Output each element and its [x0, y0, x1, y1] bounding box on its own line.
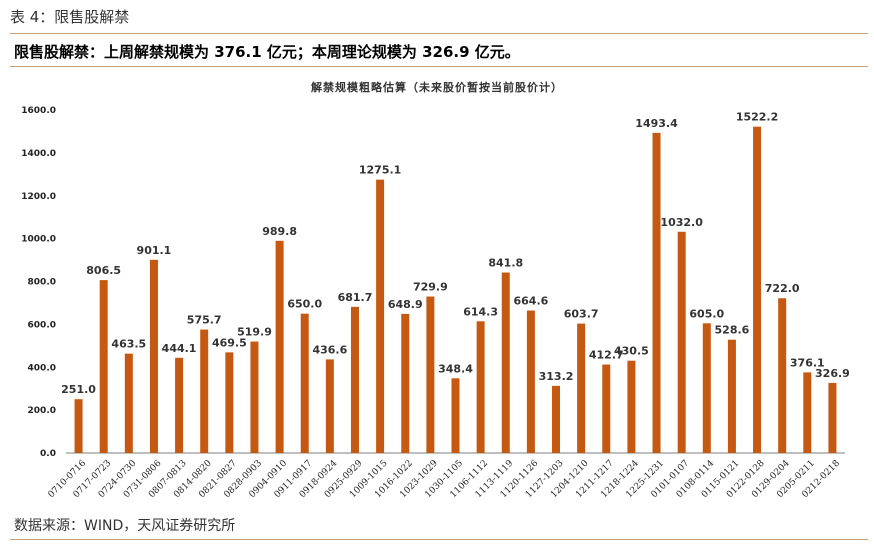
bar	[175, 357, 184, 453]
data-label: 444.1	[162, 342, 197, 355]
top-rule	[10, 33, 868, 34]
bar	[828, 382, 837, 453]
bar	[451, 378, 460, 453]
data-label: 251.0	[61, 383, 96, 396]
mid-rule	[10, 66, 868, 67]
data-label: 412.7	[589, 349, 624, 362]
y-tick-label: 1200.0	[21, 192, 56, 202]
bar	[627, 360, 636, 453]
bar	[401, 313, 410, 453]
data-label: 901.1	[137, 244, 172, 257]
bottom-rule	[10, 539, 868, 540]
data-label: 313.2	[539, 370, 574, 383]
bar	[526, 310, 535, 453]
bar	[476, 321, 485, 453]
table-caption: 表 4：限售股解禁	[10, 8, 130, 26]
bar	[577, 323, 586, 453]
bar	[350, 306, 359, 453]
bar	[200, 329, 209, 453]
data-label: 806.5	[86, 264, 121, 277]
bar	[727, 339, 736, 453]
data-label: 1522.2	[736, 111, 778, 124]
bar	[552, 385, 561, 453]
data-label: 1493.4	[635, 117, 678, 130]
data-label: 722.0	[765, 282, 800, 295]
bar	[702, 323, 711, 453]
data-label: 430.5	[614, 345, 649, 358]
data-label: 841.8	[488, 257, 523, 270]
bar	[376, 179, 385, 453]
data-label: 664.6	[513, 295, 548, 308]
bar	[426, 296, 435, 453]
data-label: 605.0	[689, 307, 724, 320]
y-axis-ticks: 0.0 200.0 400.0 600.0 800.0 1000.0 1200.0 1400.…	[21, 106, 56, 459]
data-label: 326.9	[815, 367, 850, 380]
bar	[677, 231, 686, 453]
data-label: 376.1	[790, 356, 825, 369]
y-tick-label: 1000.0	[21, 235, 56, 245]
bar	[501, 272, 510, 453]
data-label: 681.7	[338, 291, 373, 304]
bar	[602, 364, 611, 453]
bar	[803, 372, 812, 453]
bar	[652, 132, 661, 454]
data-label: 436.6	[312, 343, 347, 356]
data-label: 463.5	[111, 338, 146, 351]
bars	[74, 126, 837, 454]
x-axis-ticks: 0710-07160717-07230724-07300731-08060807…	[47, 458, 843, 500]
y-tick-label: 200.0	[28, 406, 56, 416]
y-tick-label: 400.0	[28, 363, 56, 373]
bar	[124, 353, 133, 453]
bar	[753, 126, 762, 453]
data-label: 469.5	[212, 336, 247, 349]
data-label: 528.6	[715, 324, 750, 337]
bar	[99, 280, 108, 453]
bar	[74, 399, 83, 453]
headline: 限售股解禁：上周解禁规模为 376.1 亿元；本周理论规模为 326.9 亿元。	[14, 43, 520, 61]
data-label: 603.7	[564, 308, 599, 321]
data-label: 575.7	[187, 314, 222, 327]
bar	[275, 240, 284, 453]
y-tick-label: 1400.0	[21, 149, 56, 159]
data-label: 648.9	[388, 298, 423, 311]
data-label: 1275.1	[359, 164, 401, 177]
y-tick-label: 600.0	[28, 320, 56, 330]
bar	[149, 259, 158, 453]
bar	[778, 298, 787, 453]
data-labels: 251.0 806.5 463.5 901.1 444.1 575.7 469.5519.9…	[61, 111, 850, 397]
data-label: 1032.0	[660, 216, 703, 229]
data-label: 729.9	[413, 281, 448, 294]
data-label: 989.8	[262, 225, 297, 238]
data-label: 519.9	[237, 326, 272, 339]
data-label: 348.4	[438, 362, 473, 375]
bar	[225, 352, 234, 453]
data-label: 614.3	[463, 305, 498, 318]
y-tick-label: 800.0	[28, 278, 56, 288]
bar	[300, 313, 309, 453]
data-label: 650.0	[287, 298, 322, 311]
chart-title: 解禁规模粗略估算（未来股价暂按当前股价计）	[311, 80, 563, 94]
bar	[250, 341, 259, 453]
bar	[325, 359, 334, 453]
source-note: 数据来源：WIND，天风证券研究所	[14, 518, 236, 534]
y-tick-label: 0.0	[40, 449, 56, 459]
y-tick-label: 1600.0	[21, 106, 56, 116]
